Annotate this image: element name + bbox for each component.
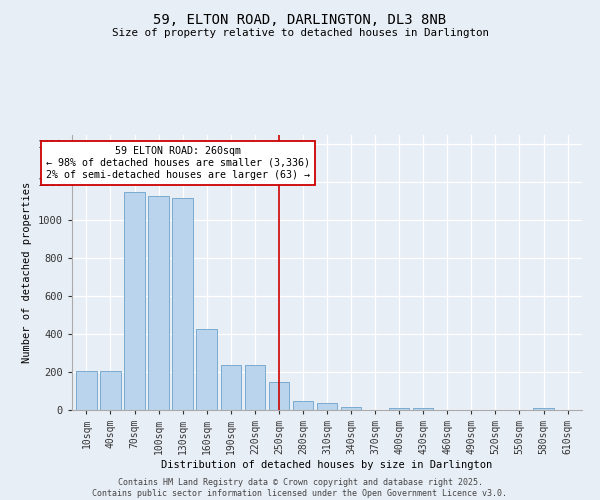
Text: Contains HM Land Registry data © Crown copyright and database right 2025.
Contai: Contains HM Land Registry data © Crown c… xyxy=(92,478,508,498)
Bar xyxy=(100,371,121,410)
Text: 59 ELTON ROAD: 260sqm
← 98% of detached houses are smaller (3,336)
2% of semi-de: 59 ELTON ROAD: 260sqm ← 98% of detached … xyxy=(46,146,310,180)
Bar xyxy=(172,198,193,410)
Text: 59, ELTON ROAD, DARLINGTON, DL3 8NB: 59, ELTON ROAD, DARLINGTON, DL3 8NB xyxy=(154,12,446,26)
Bar xyxy=(221,366,241,410)
X-axis label: Distribution of detached houses by size in Darlington: Distribution of detached houses by size … xyxy=(161,460,493,470)
Bar xyxy=(196,330,217,410)
Bar xyxy=(533,408,554,410)
Bar xyxy=(124,192,145,410)
Bar xyxy=(76,371,97,410)
Bar xyxy=(148,196,169,410)
Bar xyxy=(341,407,361,410)
Bar xyxy=(269,382,289,410)
Bar xyxy=(389,408,409,410)
Y-axis label: Number of detached properties: Number of detached properties xyxy=(22,182,32,363)
Text: Size of property relative to detached houses in Darlington: Size of property relative to detached ho… xyxy=(112,28,488,38)
Bar xyxy=(293,400,313,410)
Bar xyxy=(245,366,265,410)
Bar xyxy=(413,408,433,410)
Bar xyxy=(317,404,337,410)
